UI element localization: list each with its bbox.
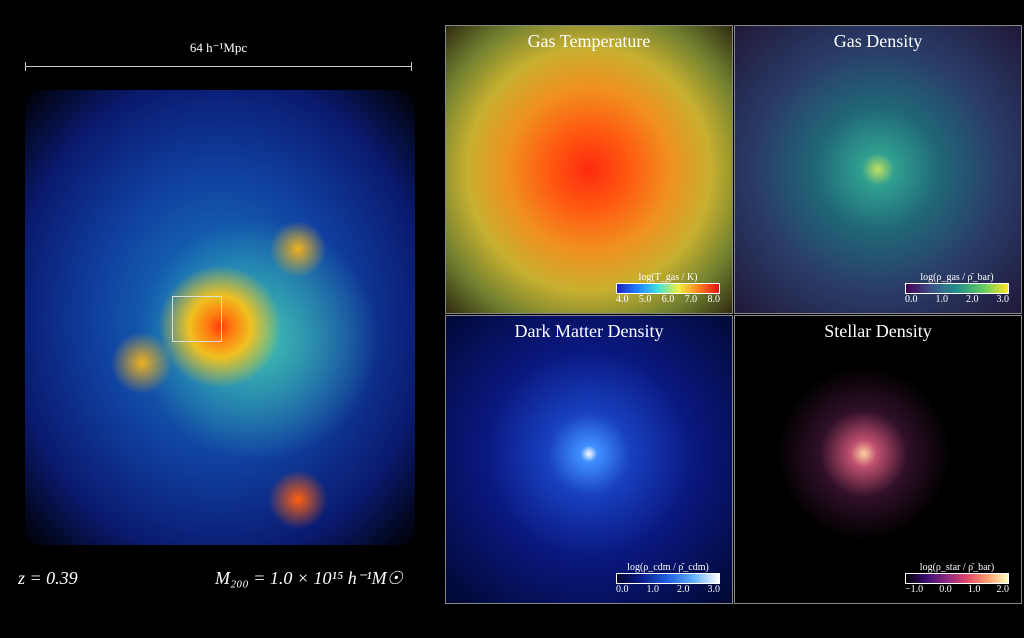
colorbar-tick-label: 2.0 — [966, 294, 979, 305]
colorbar-tick-label: 1.0 — [967, 584, 981, 595]
colorbar-tick-label: 3.0 — [996, 294, 1010, 305]
redshift: z = 0.39 — [18, 568, 78, 588]
colorbar-tick-label: 0.0 — [905, 294, 918, 305]
colorbar-tick-label: 8.0 — [707, 294, 721, 305]
colorbar-ticks: 0.0 1.0 2.0 3.0 — [905, 294, 1009, 305]
colorbar-tick-label: 2.0 — [996, 584, 1009, 595]
colorbar-ticks: 4.0 5.0 6.0 7.0 8.0 — [616, 294, 720, 305]
colorbar-ticks: 0.0 1.0 2.0 3.0 — [616, 584, 720, 595]
colorbar-gradient — [616, 573, 720, 584]
colorbar-label: log(ρ_gas / ρ̄_bar) — [920, 272, 994, 283]
panel: Gas Temperature log(T_gas / K) 4.0 5.0 6.0 7.… — [445, 25, 733, 314]
colorbar-label: log(T_gas / K) — [638, 272, 698, 283]
colorbar-ticks: −1.0 0.0 1.0 2.0 — [905, 584, 1009, 595]
scale-bar — [25, 66, 412, 67]
colorbar-tick-label: 1.0 — [646, 584, 660, 595]
panel-title: Stellar Density — [824, 321, 932, 341]
colorbar-gradient — [905, 283, 1009, 294]
colorbar-label: log(ρ_star / ρ̄_bar) — [919, 562, 995, 573]
mass: M₂₀₀ = 1.0 × 10¹⁵ h⁻¹M☉ — [215, 568, 403, 588]
colorbar: log(ρ_gas / ρ̄_bar) 0.0 1.0 2.0 3.0 — [905, 272, 1009, 305]
colorbar-gradient — [905, 573, 1009, 584]
colorbar-tick-label: 4.0 — [616, 294, 629, 305]
scale-bar-end — [411, 62, 412, 71]
colorbar-tick-label: 0.0 — [616, 584, 629, 595]
colorbar-tick-label: 3.0 — [707, 584, 721, 595]
colorbar: log(T_gas / K) 4.0 5.0 6.0 7.0 8.0 — [616, 272, 720, 305]
panel: Dark Matter Density log(ρ_cdm / ρ̄_cdm) 0.… — [445, 315, 733, 604]
colorbar-tick-label: 7.0 — [684, 294, 698, 305]
panel: Stellar Density log(ρ_star / ρ̄_bar) −1.0 0… — [734, 315, 1022, 604]
panel-title: Gas Temperature — [527, 31, 651, 51]
colorbar-gradient — [616, 283, 720, 294]
scale-bar-end — [25, 62, 26, 71]
panel-title: Gas Density — [833, 31, 923, 51]
simulation-image — [25, 90, 415, 545]
colorbar: log(ρ_cdm / ρ̄_cdm) 0.0 1.0 2.0 3.0 — [616, 562, 720, 595]
colorbar: log(ρ_star / ρ̄_bar) −1.0 0.0 1.0 2.0 — [905, 562, 1009, 595]
scale-label: 64 h⁻¹Mpc — [189, 40, 248, 55]
colorbar-tick-label: 5.0 — [638, 294, 652, 305]
colorbar-tick-label: 1.0 — [935, 294, 949, 305]
panel-title: Dark Matter Density — [514, 321, 664, 341]
zoom-box — [172, 296, 222, 342]
panel: Gas Density log(ρ_gas / ρ̄_bar) 0.0 1.0 2.0 3… — [734, 25, 1022, 314]
colorbar-tick-label: −1.0 — [905, 584, 924, 595]
colorbar-tick-label: 0.0 — [939, 584, 952, 595]
colorbar-label: log(ρ_cdm / ρ̄_cdm) — [627, 562, 709, 573]
colorbar-tick-label: 2.0 — [677, 584, 690, 595]
colorbar-tick-label: 6.0 — [661, 294, 675, 305]
